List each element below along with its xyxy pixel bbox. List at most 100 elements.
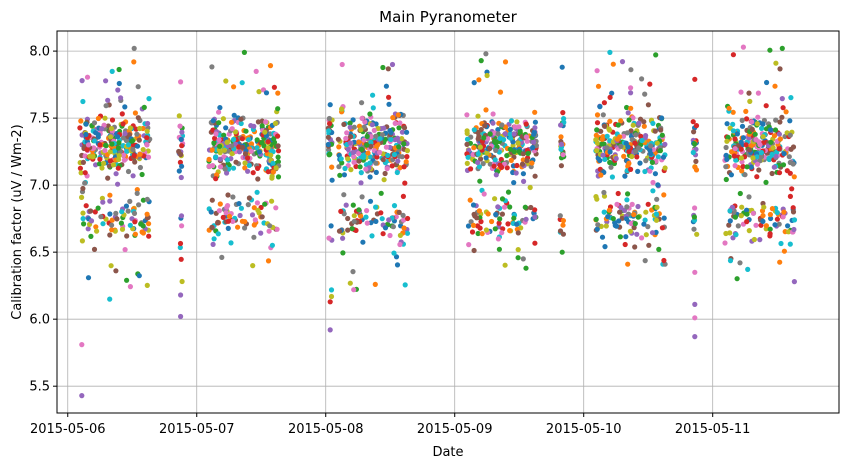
data-point [136, 137, 142, 143]
data-point [511, 149, 517, 155]
data-point [484, 150, 490, 156]
data-point [632, 221, 638, 227]
data-point [784, 168, 790, 174]
data-point [79, 238, 85, 244]
data-point [224, 157, 231, 163]
data-point [616, 218, 622, 224]
data-point [602, 156, 608, 162]
data-point [178, 136, 184, 142]
data-point [628, 85, 634, 91]
data-point [124, 148, 130, 154]
data-point [634, 154, 640, 160]
data-point [475, 223, 481, 229]
data-point [607, 127, 613, 133]
data-point [93, 162, 99, 168]
data-point [211, 140, 217, 146]
data-point [772, 222, 778, 228]
data-point [614, 201, 620, 207]
data-point [732, 136, 738, 142]
data-point [235, 224, 241, 230]
data-point [692, 141, 698, 147]
data-point [178, 256, 184, 262]
data-point [606, 207, 613, 213]
data-point [115, 145, 121, 151]
data-point [239, 144, 245, 150]
data-point [524, 138, 530, 144]
data-point [532, 109, 538, 115]
data-point [116, 66, 122, 73]
data-point [520, 151, 526, 157]
data-point [217, 164, 224, 170]
y-tick-label: 7.0 [29, 179, 50, 194]
data-point [607, 49, 613, 56]
data-point [113, 171, 119, 177]
data-point [601, 189, 607, 196]
data-point [369, 122, 375, 128]
data-point [116, 80, 122, 87]
data-point [126, 132, 133, 138]
data-point [471, 127, 477, 133]
data-point [179, 223, 185, 229]
data-point [634, 231, 640, 237]
data-point [476, 208, 482, 214]
data-point [477, 144, 483, 150]
data-point [131, 45, 137, 52]
data-point [497, 162, 503, 168]
data-point [378, 190, 384, 196]
data-point [392, 120, 398, 126]
data-point [607, 159, 613, 166]
data-point [351, 159, 357, 165]
data-point [598, 128, 604, 134]
data-point [262, 201, 268, 207]
data-point [242, 151, 249, 157]
data-point [693, 158, 699, 164]
data-point [558, 163, 565, 169]
data-point [594, 120, 601, 126]
data-point [628, 67, 634, 73]
data-point [99, 165, 105, 171]
data-point [401, 164, 407, 170]
data-point [607, 94, 613, 100]
data-point [209, 64, 215, 70]
data-point [523, 216, 529, 222]
data-point [781, 248, 788, 254]
data-point [367, 111, 373, 117]
data-point [653, 217, 660, 223]
data-point [225, 218, 231, 224]
data-point [723, 152, 729, 158]
data-point [122, 130, 128, 137]
data-point [728, 172, 735, 178]
data-point [109, 222, 115, 228]
data-point [100, 199, 106, 205]
data-point [342, 165, 348, 172]
data-point [249, 212, 256, 218]
data-point [609, 90, 615, 96]
data-point [245, 168, 251, 174]
data-point [88, 218, 95, 224]
data-point [755, 114, 761, 120]
data-point [499, 122, 505, 128]
data-point [80, 216, 86, 222]
data-point [401, 141, 407, 147]
data-point [274, 226, 280, 232]
data-point [91, 246, 98, 252]
data-point [382, 170, 388, 177]
data-point [144, 215, 150, 221]
data-point [109, 217, 115, 223]
data-point [251, 222, 257, 228]
scatter-points [77, 44, 798, 399]
data-point [373, 218, 379, 224]
data-point [655, 154, 661, 160]
data-point [124, 277, 130, 283]
data-point [515, 140, 521, 146]
data-point [507, 228, 513, 234]
data-point [656, 246, 662, 252]
data-point [401, 125, 408, 131]
data-point [734, 276, 740, 282]
data-point [744, 164, 750, 170]
data-point [787, 241, 793, 247]
data-point [791, 226, 797, 233]
data-point [178, 213, 185, 219]
data-point [776, 170, 783, 176]
data-point [372, 281, 378, 287]
